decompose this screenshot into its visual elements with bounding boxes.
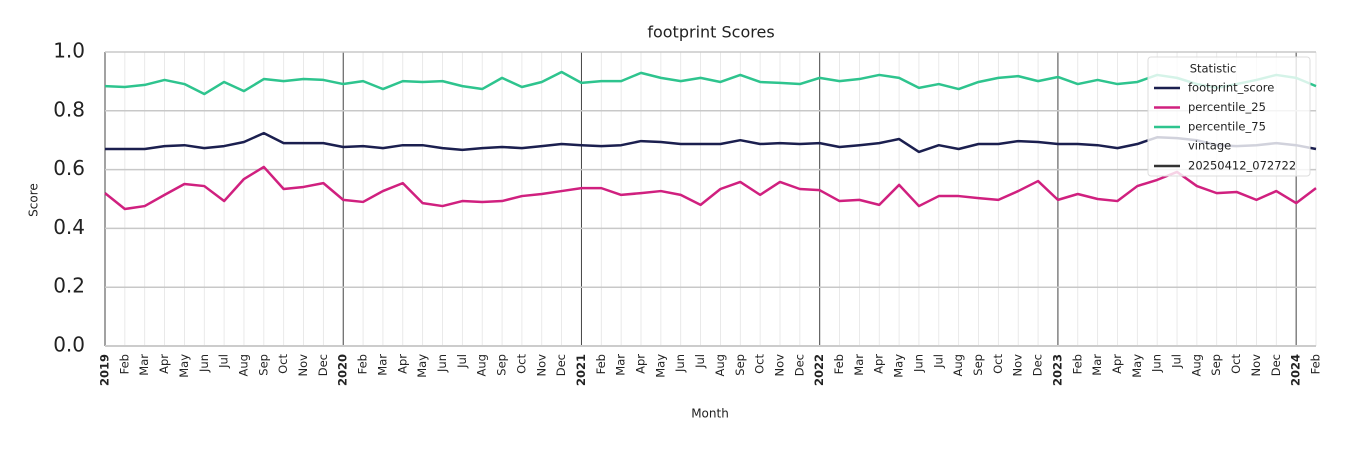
x-tick-label: Jul (1170, 354, 1184, 369)
x-tick-label: Apr (157, 354, 171, 374)
x-tick-label: Sep (1209, 354, 1223, 376)
x-tick-label: Jul (931, 354, 945, 369)
x-tick-label: Dec (1269, 354, 1283, 376)
x-tick-label: Sep (971, 354, 985, 376)
y-tick-label: 1.0 (53, 39, 85, 63)
x-tick-label: Aug (713, 354, 727, 376)
x-tick-label: May (177, 354, 191, 378)
x-tick-label: Oct (753, 354, 767, 374)
x-tick-label: Apr (395, 354, 409, 374)
x-tick-label: 2023 (1050, 354, 1064, 386)
x-tick-label: Apr (872, 354, 886, 374)
x-tick-label: Jul (217, 354, 231, 369)
x-tick-label: Feb (1070, 354, 1084, 374)
x-tick-label: Sep (495, 354, 509, 376)
x-tick-label: Jun (197, 354, 211, 373)
line-series (104, 70, 1317, 96)
legend-label: footprint_score (1188, 81, 1274, 95)
x-tick-label: Dec (792, 354, 806, 376)
y-tick-label: 0.6 (53, 156, 85, 180)
x-tick-label: 2019 (98, 354, 112, 386)
legend-label: percentile_75 (1188, 120, 1266, 134)
x-tick-label: Sep (733, 354, 747, 376)
legend-label: 20250412_072722 (1188, 159, 1296, 173)
x-tick-label: Dec (316, 354, 330, 376)
legend-title: Statistic (1190, 62, 1237, 76)
x-tick-label: Jun (435, 354, 449, 373)
x-tick-label: Jul (693, 354, 707, 369)
legend-subtitle: vintage (1188, 139, 1231, 153)
x-tick-label: 2021 (574, 354, 588, 386)
x-tick-label: Feb (356, 354, 370, 374)
x-tick-label: Sep (256, 354, 270, 376)
x-tick-label: Oct (991, 354, 1005, 374)
x-tick-label: Nov (296, 354, 310, 377)
x-tick-label: May (1130, 354, 1144, 378)
x-tick-label: Dec (1031, 354, 1045, 376)
x-tick-label: Jun (673, 354, 687, 373)
x-tick-label: Feb (594, 354, 608, 374)
x-tick-label: Apr (634, 354, 648, 374)
x-tick-label: Feb (117, 354, 131, 374)
y-tick-label: 0.4 (53, 215, 85, 239)
x-tick-label: 2020 (336, 354, 350, 386)
x-tick-label: May (415, 354, 429, 378)
legend-label: percentile_25 (1188, 100, 1266, 114)
line-series (104, 165, 1317, 211)
x-tick-label: Oct (1229, 354, 1243, 374)
x-tick-label: Apr (1110, 354, 1124, 374)
x-tick-label: Jul (455, 354, 469, 369)
x-tick-label: Jun (1150, 354, 1164, 373)
x-tick-label: Nov (534, 354, 548, 377)
x-tick-label: Aug (475, 354, 489, 376)
x-tick-label: May (892, 354, 906, 378)
x-tick-label: Nov (1011, 354, 1025, 377)
y-axis-label: Score (27, 183, 41, 217)
y-tick-label: 0.0 (53, 333, 85, 357)
legend-box (1147, 56, 1311, 177)
x-tick-label: Oct (514, 354, 528, 374)
x-tick-label: Aug (951, 354, 965, 376)
x-tick-label: Mar (614, 354, 628, 376)
x-tick-label: Nov (1249, 354, 1263, 377)
x-tick-label: Dec (554, 354, 568, 376)
line-series (105, 131, 1317, 154)
x-tick-label: 2024 (1289, 354, 1303, 386)
x-tick-label: Mar (375, 354, 389, 376)
x-tick-label: May (653, 354, 667, 378)
x-axis-label: Month (691, 407, 729, 421)
x-tick-label: Feb (832, 354, 846, 374)
x-tick-label: Feb (1309, 354, 1323, 374)
x-tick-label: Jun (911, 354, 925, 373)
x-tick-label: Mar (1090, 354, 1104, 376)
x-tick-label: Aug (1189, 354, 1203, 376)
x-tick-label: 2022 (812, 354, 826, 386)
y-tick-label: 0.8 (53, 97, 85, 121)
x-tick-label: Oct (276, 354, 290, 374)
chart-title: footprint Scores (647, 23, 774, 42)
x-tick-label: Aug (236, 354, 250, 376)
x-tick-label: Mar (852, 354, 866, 376)
x-tick-label: Mar (137, 354, 151, 376)
y-tick-label: 0.2 (53, 274, 85, 298)
x-tick-label: Nov (772, 354, 786, 377)
